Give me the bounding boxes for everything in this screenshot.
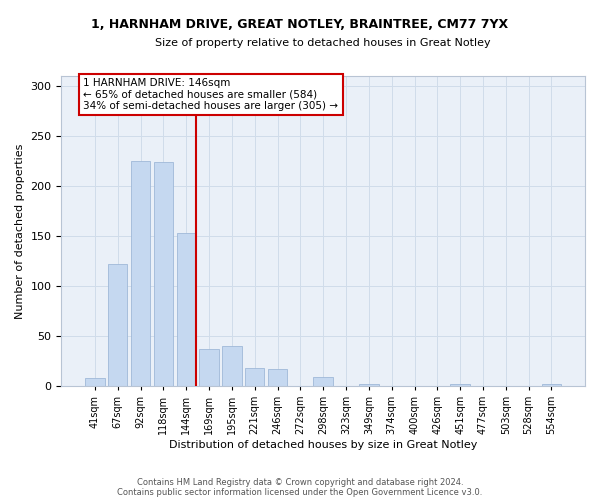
Bar bbox=[176, 233, 196, 386]
Text: 1 HARNHAM DRIVE: 146sqm
← 65% of detached houses are smaller (584)
34% of semi-d: 1 HARNHAM DRIVE: 146sqm ← 65% of detache… bbox=[83, 78, 338, 112]
Bar bbox=[451, 384, 470, 386]
Bar bbox=[268, 369, 287, 386]
Bar bbox=[131, 161, 150, 386]
Bar bbox=[313, 377, 333, 386]
Y-axis label: Number of detached properties: Number of detached properties bbox=[15, 144, 25, 318]
X-axis label: Distribution of detached houses by size in Great Notley: Distribution of detached houses by size … bbox=[169, 440, 478, 450]
Bar bbox=[542, 384, 561, 386]
Bar bbox=[85, 378, 104, 386]
Text: 1, HARNHAM DRIVE, GREAT NOTLEY, BRAINTREE, CM77 7YX: 1, HARNHAM DRIVE, GREAT NOTLEY, BRAINTRE… bbox=[91, 18, 509, 30]
Bar bbox=[359, 384, 379, 386]
Bar bbox=[154, 162, 173, 386]
Bar bbox=[222, 346, 242, 386]
Bar bbox=[245, 368, 265, 386]
Bar bbox=[108, 264, 127, 386]
Text: Contains HM Land Registry data © Crown copyright and database right 2024.
Contai: Contains HM Land Registry data © Crown c… bbox=[118, 478, 482, 497]
Title: Size of property relative to detached houses in Great Notley: Size of property relative to detached ho… bbox=[155, 38, 491, 48]
Bar bbox=[199, 349, 219, 386]
